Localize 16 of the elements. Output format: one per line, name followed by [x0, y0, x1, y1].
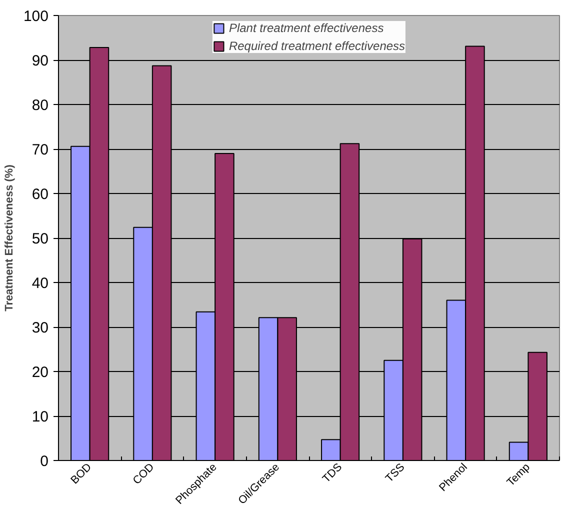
x-tick-label: TDS	[320, 461, 345, 486]
y-tick-label: 90	[32, 52, 49, 70]
y-tick-label: 40	[32, 275, 49, 292]
y-tick-label: 20	[32, 364, 49, 381]
y-tick-label: 80	[32, 97, 49, 114]
y-tick-label: 30	[32, 320, 49, 336]
y-tick-label: 0	[40, 453, 48, 470]
y-tick-label: 70	[32, 142, 49, 158]
y-tick-label: 10	[32, 408, 49, 426]
legend-label: Plant treatment effectiveness	[228, 21, 384, 35]
y-tick-label: 60	[32, 186, 49, 203]
y-tick-label: 100	[23, 8, 49, 25]
y-tick-label: 50	[32, 230, 49, 248]
x-tick-label: TSS	[384, 461, 408, 485]
y-axis-title: Treatment Effectiveness (%)	[3, 164, 16, 312]
legend-label: Required treatment effectiveness	[228, 39, 406, 53]
